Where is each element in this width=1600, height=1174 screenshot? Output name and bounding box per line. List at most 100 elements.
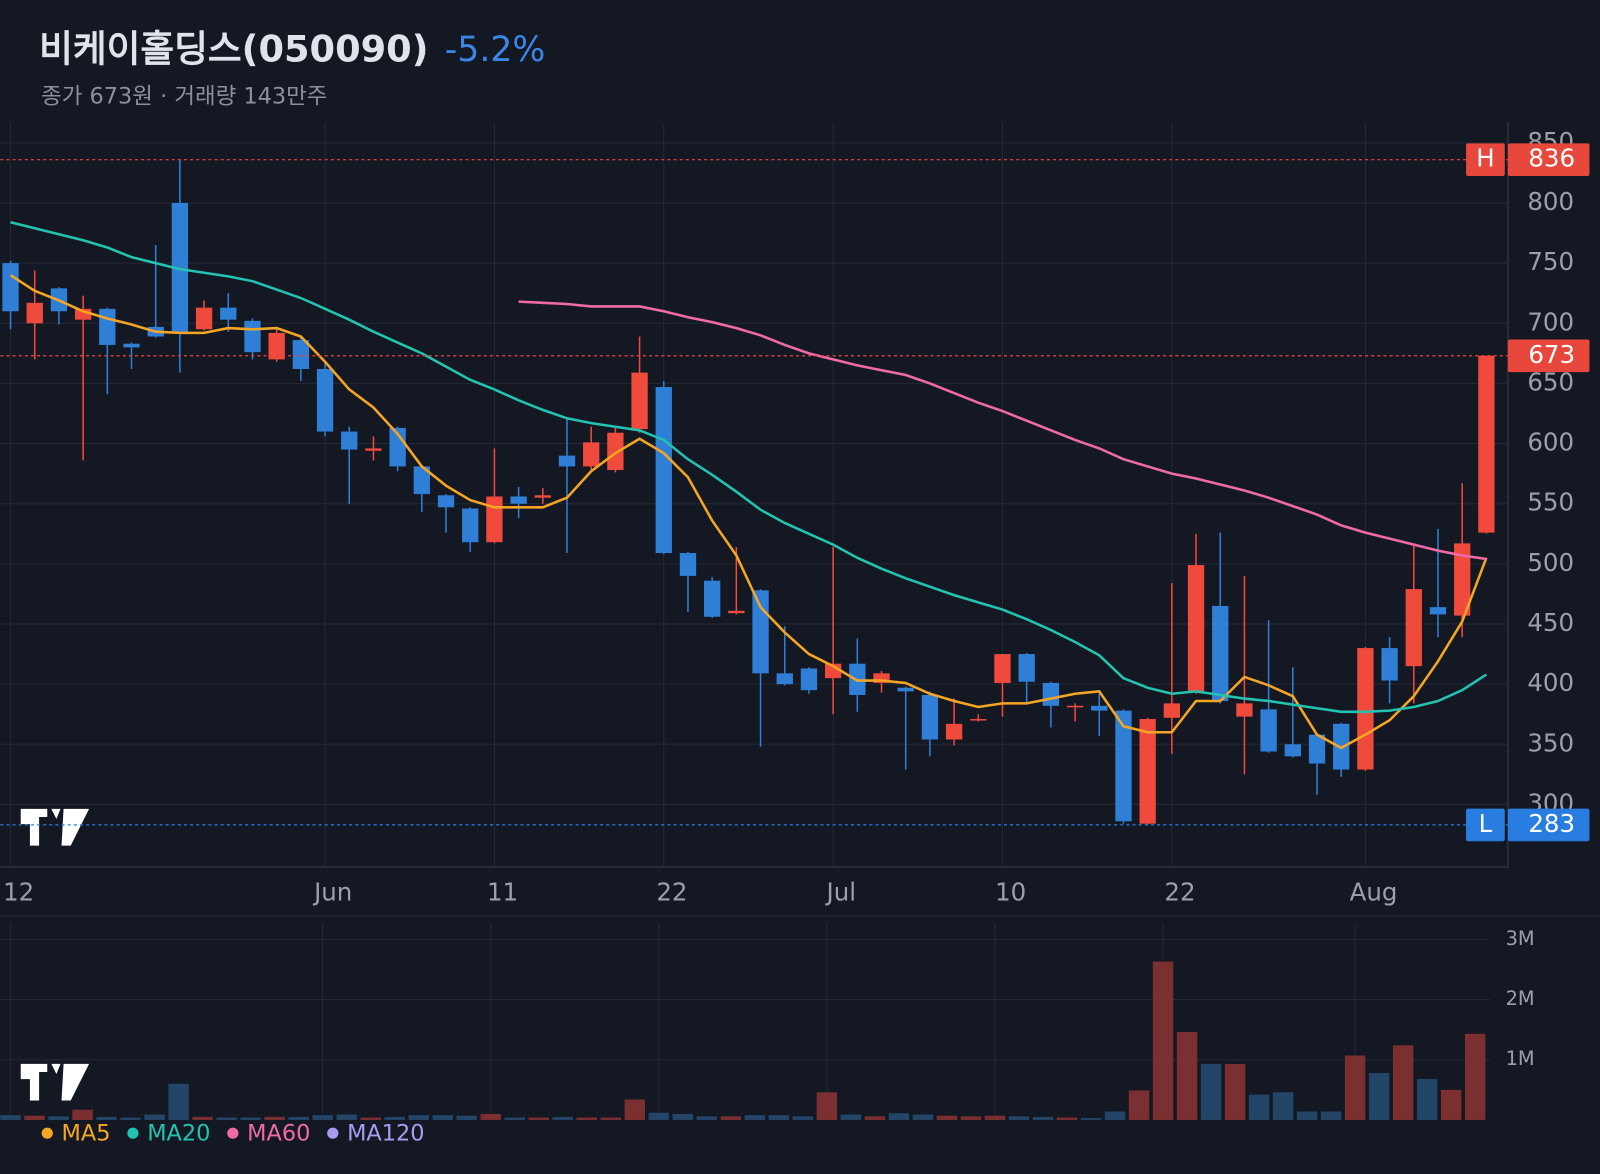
marker-tag <box>1466 808 1505 842</box>
candle-body <box>728 610 745 614</box>
tv-logo <box>20 1063 90 1101</box>
volume-bar <box>1272 1092 1294 1120</box>
volume-bar <box>1032 1116 1054 1120</box>
candle-body <box>897 687 914 692</box>
volume-bar <box>48 1116 69 1120</box>
candle-body <box>752 590 769 674</box>
candle-body <box>292 340 310 369</box>
volume-bar <box>1128 1090 1150 1120</box>
volume-bar <box>648 1112 670 1120</box>
volume-bar <box>1200 1063 1222 1120</box>
candle-body <box>945 723 963 740</box>
candle-body <box>1357 648 1374 770</box>
candle-body <box>1042 682 1060 706</box>
marker-value: 283 <box>1528 809 1575 838</box>
candle-body <box>99 308 116 345</box>
volume-bar <box>1296 1111 1318 1120</box>
volume-bar <box>1176 1032 1198 1120</box>
volume-bar <box>528 1117 549 1120</box>
candle-body <box>534 495 551 498</box>
candle-body <box>437 495 455 508</box>
candle-body <box>1115 710 1132 822</box>
volume-bar <box>768 1115 790 1120</box>
legend-dot <box>127 1127 139 1139</box>
candle-body <box>1478 355 1495 533</box>
y-tick-label: 600 <box>1527 428 1574 457</box>
legend-label: MA120 <box>347 1121 424 1147</box>
marker-value: 673 <box>1528 340 1575 369</box>
candle-body <box>583 442 600 467</box>
marker-tag <box>1466 143 1505 177</box>
candle-body <box>462 508 479 543</box>
candle-body <box>921 694 939 740</box>
volume-bar <box>936 1115 958 1120</box>
y-tick-label: 500 <box>1527 548 1574 577</box>
candle-body <box>1260 709 1277 752</box>
candle-body <box>74 308 92 320</box>
volume-bar <box>96 1116 117 1120</box>
candle-body <box>994 654 1011 683</box>
volume-bar <box>144 1114 165 1120</box>
marker-tag-label: H <box>1476 144 1494 173</box>
volume-bar <box>192 1116 213 1120</box>
y-tick-label: 450 <box>1527 608 1574 637</box>
volume-bar <box>432 1115 453 1120</box>
x-tick-label: Jun <box>312 878 352 907</box>
x-tick-label: 11 <box>487 878 518 907</box>
candle-body <box>2 263 19 312</box>
candle-body <box>1187 565 1205 692</box>
volume-bar <box>288 1116 309 1120</box>
candle-body <box>195 307 213 330</box>
candle-body <box>607 432 624 471</box>
tv-logo <box>20 808 90 846</box>
candle-body <box>341 431 358 450</box>
volume-bar <box>0 1115 21 1120</box>
volume-bar <box>120 1117 141 1120</box>
volume-bar <box>456 1115 477 1120</box>
volume-bar <box>600 1117 621 1120</box>
volume-bar <box>1320 1111 1342 1120</box>
candle-body <box>1139 719 1156 824</box>
volume-bar <box>1416 1079 1438 1120</box>
change: -5.2% <box>445 30 546 70</box>
volume-bar <box>1440 1089 1462 1120</box>
candle-body <box>510 496 527 504</box>
marker-value: 836 <box>1528 144 1575 173</box>
candle-body <box>631 372 648 430</box>
candle-body <box>1018 654 1035 682</box>
candle-body <box>776 673 793 685</box>
marker-box <box>1507 339 1590 373</box>
volume-bar <box>1368 1072 1390 1120</box>
volume-bar <box>1008 1116 1030 1120</box>
volume-bar <box>264 1116 285 1120</box>
volume-bar <box>1464 1033 1486 1120</box>
candle-body <box>1091 705 1108 711</box>
candle-body <box>413 466 430 495</box>
candle-body <box>1308 734 1326 764</box>
candle-body <box>123 343 140 348</box>
legend-dot <box>227 1127 239 1139</box>
y-tick-label: 750 <box>1527 247 1574 276</box>
candle-body <box>873 673 890 683</box>
y-tick-label: 400 <box>1527 668 1574 697</box>
candle-body <box>1454 543 1471 616</box>
volume-bar <box>1224 1063 1246 1120</box>
volume-bar <box>504 1117 525 1120</box>
candle-body <box>244 320 261 353</box>
x-tick-label: 12 <box>3 878 34 907</box>
volume-bar <box>960 1116 982 1120</box>
candle-body <box>703 580 721 617</box>
x-tick-label: Aug <box>1350 878 1398 907</box>
candle-body <box>1405 589 1422 667</box>
candle-body <box>316 368 334 432</box>
volume-bar <box>384 1116 405 1120</box>
ma-line <box>10 221 1488 714</box>
marker-box <box>1507 143 1590 177</box>
volume-bar <box>24 1115 45 1120</box>
y-tick-label: 550 <box>1527 488 1574 517</box>
ma-line <box>518 300 1487 561</box>
logo <box>20 808 90 1101</box>
